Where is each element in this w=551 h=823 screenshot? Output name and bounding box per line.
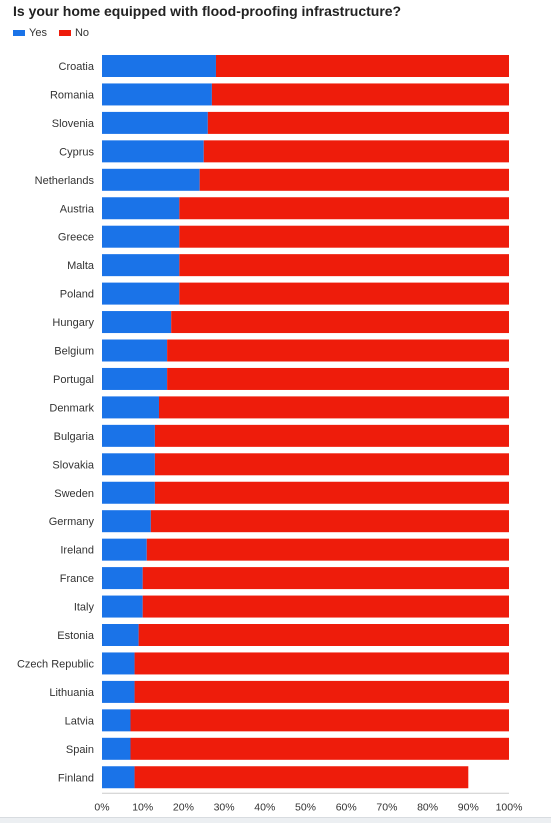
- category-label-netherlands: Netherlands: [35, 175, 95, 187]
- bar-no-france[interactable]: [142, 567, 509, 590]
- bar-no-lithuania[interactable]: [134, 680, 509, 703]
- x-tick-label-20: 20%: [173, 801, 194, 813]
- bar-no-italy[interactable]: [142, 595, 509, 618]
- category-label-ireland: Ireland: [60, 545, 94, 557]
- bar-no-romania[interactable]: [211, 83, 509, 106]
- category-label-poland: Poland: [60, 289, 94, 301]
- bar-no-germany[interactable]: [150, 510, 509, 533]
- bar-yes-spain[interactable]: [102, 737, 131, 760]
- bar-yes-romania[interactable]: [102, 83, 212, 106]
- bar-no-latvia[interactable]: [130, 709, 510, 732]
- category-label-greece: Greece: [58, 232, 94, 244]
- bar-yes-portugal[interactable]: [102, 367, 168, 390]
- bar-no-spain[interactable]: [130, 737, 510, 760]
- bar-yes-sweden[interactable]: [102, 481, 155, 504]
- x-tick-label-10: 10%: [132, 801, 153, 813]
- bar-no-greece[interactable]: [179, 225, 509, 248]
- legend-swatch-yes: [13, 30, 25, 36]
- bar-no-denmark[interactable]: [158, 396, 510, 419]
- category-label-austria: Austria: [60, 203, 95, 215]
- bar-yes-denmark[interactable]: [102, 396, 159, 419]
- bar-no-bulgaria[interactable]: [154, 424, 509, 447]
- category-label-spain: Spain: [66, 744, 94, 756]
- bar-yes-croatia[interactable]: [102, 55, 216, 77]
- bar-no-croatia[interactable]: [215, 55, 509, 77]
- bar-yes-france[interactable]: [102, 567, 143, 590]
- category-label-finland: Finland: [58, 772, 94, 784]
- category-label-belgium: Belgium: [54, 346, 94, 358]
- category-label-cyprus: Cyprus: [59, 146, 94, 158]
- x-tick-label-0: 0%: [94, 801, 109, 813]
- bar-yes-poland[interactable]: [102, 282, 180, 305]
- x-tick-label-30: 30%: [214, 801, 235, 813]
- bar-no-czech-republic[interactable]: [134, 652, 509, 675]
- bar-no-portugal[interactable]: [167, 367, 509, 390]
- bar-no-belgium[interactable]: [167, 339, 509, 362]
- category-label-lithuania: Lithuania: [49, 687, 95, 699]
- bar-yes-hungary[interactable]: [102, 311, 172, 334]
- bar-no-ireland[interactable]: [146, 538, 509, 561]
- legend: Yes No: [13, 27, 101, 39]
- bar-yes-malta[interactable]: [102, 254, 180, 277]
- bar-yes-estonia[interactable]: [102, 624, 139, 646]
- bar-yes-netherlands[interactable]: [102, 168, 200, 191]
- bar-yes-bulgaria[interactable]: [102, 424, 155, 447]
- category-label-slovakia: Slovakia: [52, 459, 94, 471]
- bar-yes-germany[interactable]: [102, 510, 151, 533]
- bar-no-poland[interactable]: [179, 282, 509, 305]
- bar-no-netherlands[interactable]: [199, 168, 509, 191]
- category-label-malta: Malta: [67, 260, 95, 272]
- bar-yes-belgium[interactable]: [102, 339, 168, 362]
- category-label-hungary: Hungary: [52, 317, 94, 329]
- category-label-france: France: [60, 573, 94, 585]
- legend-swatch-no: [58, 30, 71, 36]
- category-label-romania: Romania: [50, 89, 95, 101]
- bar-yes-slovenia[interactable]: [102, 111, 208, 134]
- bar-yes-czech-republic[interactable]: [102, 652, 135, 675]
- bar-no-malta[interactable]: [179, 254, 509, 277]
- bar-yes-greece[interactable]: [102, 225, 180, 248]
- bottom-strip: [0, 817, 551, 823]
- legend-item-yes[interactable]: Yes: [13, 27, 47, 39]
- bar-no-slovenia[interactable]: [207, 111, 509, 134]
- bar-yes-slovakia[interactable]: [102, 453, 155, 476]
- bar-yes-austria[interactable]: [102, 197, 180, 220]
- legend-item-no[interactable]: No: [58, 27, 90, 39]
- category-label-denmark: Denmark: [49, 402, 94, 414]
- x-tick-label-50: 50%: [295, 801, 316, 813]
- bar-no-slovakia[interactable]: [154, 453, 509, 476]
- x-tick-label-100: 100%: [496, 801, 523, 813]
- bar-no-estonia[interactable]: [138, 624, 509, 646]
- bar-no-austria[interactable]: [179, 197, 509, 220]
- bar-yes-cyprus[interactable]: [102, 140, 204, 163]
- category-label-latvia: Latvia: [65, 715, 95, 727]
- category-label-croatia: Croatia: [59, 61, 95, 73]
- category-label-germany: Germany: [49, 516, 95, 528]
- bar-no-finland[interactable]: [134, 766, 469, 789]
- x-tick-label-90: 90%: [458, 801, 479, 813]
- x-tick-label-40: 40%: [254, 801, 275, 813]
- bar-yes-ireland[interactable]: [102, 538, 147, 561]
- bar-no-sweden[interactable]: [154, 481, 509, 504]
- category-label-bulgaria: Bulgaria: [54, 431, 95, 443]
- legend-label-yes: Yes: [29, 27, 47, 39]
- bar-yes-latvia[interactable]: [102, 709, 131, 732]
- bar-yes-italy[interactable]: [102, 595, 143, 618]
- x-tick-label-70: 70%: [376, 801, 397, 813]
- legend-label-no: No: [74, 27, 90, 39]
- category-label-portugal: Portugal: [53, 374, 94, 386]
- x-tick-label-80: 80%: [417, 801, 438, 813]
- category-label-czech-republic: Czech Republic: [17, 658, 95, 670]
- category-label-slovenia: Slovenia: [52, 118, 95, 130]
- bar-no-hungary[interactable]: [171, 311, 509, 334]
- bar-no-cyprus[interactable]: [203, 140, 509, 163]
- bar-yes-finland[interactable]: [102, 766, 135, 789]
- category-label-sweden: Sweden: [54, 488, 94, 500]
- category-label-estonia: Estonia: [57, 630, 95, 642]
- x-tick-label-60: 60%: [336, 801, 357, 813]
- category-label-italy: Italy: [74, 602, 95, 614]
- bar-yes-lithuania[interactable]: [102, 680, 135, 703]
- chart-title: Is your home equipped with flood-proofin…: [13, 3, 402, 19]
